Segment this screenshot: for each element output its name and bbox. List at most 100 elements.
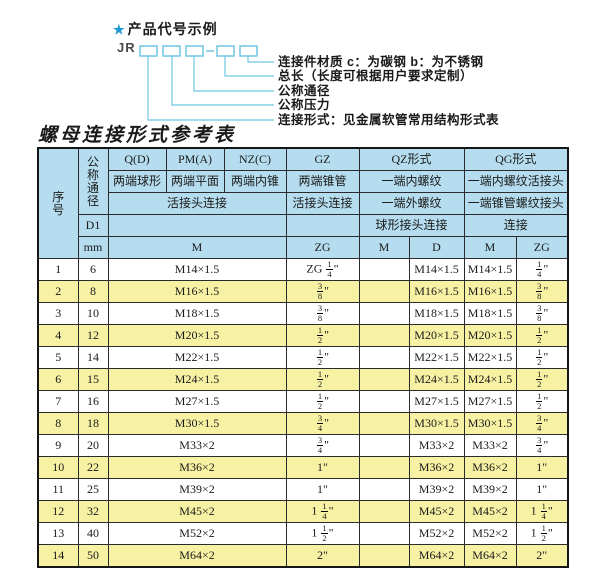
header-thread-m: M bbox=[107, 236, 287, 259]
cell-qz-m bbox=[358, 324, 410, 347]
product-code-prefix: JR bbox=[117, 40, 136, 55]
cell-qg-m: M52×2 bbox=[463, 522, 517, 545]
cell-seq-no: 10 bbox=[37, 456, 79, 479]
cell-seq-no: 13 bbox=[37, 522, 79, 545]
code-leader-lines bbox=[147, 56, 274, 121]
leader-line bbox=[193, 56, 274, 92]
cell-m-thread: M16×1.5 bbox=[107, 280, 287, 303]
diagram-title: ★ 产品代号示例 bbox=[113, 19, 218, 39]
table-row: 14 50 M64×2 2" M64×2 M64×2 2" bbox=[37, 544, 569, 568]
nut-connection-reference-table: 序 号 公 称 通 径 Q(D) PM(A) NZ(C) GZ QZ形式 QG形… bbox=[37, 147, 569, 568]
header-desc-gz: 两端锥管 bbox=[285, 170, 360, 193]
cell-m-thread: M39×2 bbox=[107, 478, 287, 501]
cell-qg-zg: 3 4 " bbox=[515, 434, 569, 457]
header-conn: 连接 bbox=[463, 214, 569, 237]
header-row-3: 活接头连接 活接头连接 一端外螺纹 一端锥管螺纹接头 bbox=[38, 192, 569, 215]
cell-seq-no: 5 bbox=[37, 346, 79, 369]
cell-qz-d: M18×1.5 bbox=[408, 302, 465, 325]
code-box bbox=[139, 45, 158, 57]
cell-gz: 1 2 " bbox=[285, 368, 360, 391]
code-boxes bbox=[139, 45, 258, 57]
code-box bbox=[216, 45, 235, 57]
cell-qg-m: M30×1.5 bbox=[463, 412, 517, 435]
leader-line bbox=[171, 56, 274, 106]
cell-gz: ZG 1 4 " bbox=[285, 258, 360, 281]
table-row: 8 18 M30×1.5 3 4 " M30×1.5 M30×1.5 3 4 " bbox=[37, 412, 569, 435]
table-row: 4 12 M20×1.5 1 2 " M20×1.5 M20×1.5 1 2 " bbox=[37, 324, 569, 347]
leader-line bbox=[224, 56, 274, 77]
table-title: 螺母连接形式参考表 bbox=[38, 125, 237, 146]
header-conn-union: 活接头连接 bbox=[107, 192, 287, 215]
header-conn-union-gz: 活接头连接 bbox=[285, 192, 360, 215]
cell-gz: 3 8 " bbox=[285, 302, 360, 325]
header-group-gz: GZ bbox=[285, 147, 360, 171]
cell-gz: 1" bbox=[285, 456, 360, 479]
cell-dn: 15 bbox=[77, 368, 109, 391]
cell-qg-m: M27×1.5 bbox=[463, 390, 517, 413]
product-code-diagram-lines bbox=[139, 45, 274, 121]
cell-qg-zg: 1 1 4 " bbox=[515, 500, 569, 523]
cell-qg-m: M22×1.5 bbox=[463, 346, 517, 369]
header-qz-d: D bbox=[408, 236, 465, 259]
header-qz-m: M bbox=[358, 236, 410, 259]
header-group-pma: PM(A) bbox=[165, 147, 225, 171]
table-body: 1 6 M14×1.5 ZG 1 4 " M14×1.5 M14×1.5 1 4 " 2 8 M16×1.… bbox=[37, 258, 569, 568]
header-row-4: D1 球形接头连接 连接 bbox=[38, 214, 569, 237]
header-qg-zg: ZG bbox=[515, 236, 569, 259]
cell-seq-no: 8 bbox=[37, 412, 79, 435]
cell-qz-m bbox=[358, 412, 410, 435]
header-d1: D1 bbox=[77, 214, 109, 237]
table-row: 11 25 M39×2 1" M39×2 M39×2 1" bbox=[37, 478, 569, 501]
cell-gz: 3 8 " bbox=[285, 280, 360, 303]
table-row: 12 32 M45×2 1 1 4 " M45×2 M45×2 1 1 4 " bbox=[37, 500, 569, 523]
cell-qz-m bbox=[358, 280, 410, 303]
cell-qz-m bbox=[358, 478, 410, 501]
cell-m-thread: M52×2 bbox=[107, 522, 287, 545]
code-label-pressure: 公称压力 bbox=[278, 98, 331, 112]
header-group-nzc: NZ(C) bbox=[223, 147, 287, 171]
cell-m-thread: M36×2 bbox=[107, 456, 287, 479]
cell-qg-zg: 1 4 " bbox=[515, 258, 569, 281]
cell-seq-no: 6 bbox=[37, 368, 79, 391]
cell-qz-m bbox=[358, 302, 410, 325]
cell-dn: 8 bbox=[77, 280, 109, 303]
header-blank-left bbox=[107, 214, 287, 237]
cell-dn: 50 bbox=[77, 544, 109, 568]
cell-dn: 40 bbox=[77, 522, 109, 545]
header-seq-no: 序 号 bbox=[37, 147, 79, 259]
header-row-1: 序 号 公 称 通 径 Q(D) PM(A) NZ(C) GZ QZ形式 QG形… bbox=[37, 147, 569, 259]
cell-m-thread: M45×2 bbox=[107, 500, 287, 523]
cell-qg-m: M14×1.5 bbox=[463, 258, 517, 281]
cell-gz: 1 2 " bbox=[285, 390, 360, 413]
cell-m-thread: M18×1.5 bbox=[107, 302, 287, 325]
cell-m-thread: M33×2 bbox=[107, 434, 287, 457]
cell-dn: 14 bbox=[77, 346, 109, 369]
header-row-2: 两端球形 两端平面 两端内锥 两端锥管 一端内螺纹 一端内螺纹活接头 bbox=[38, 170, 569, 193]
cell-qz-d: M52×2 bbox=[408, 522, 465, 545]
cell-qz-d: M14×1.5 bbox=[408, 258, 465, 281]
cell-qg-zg: 3 8 " bbox=[515, 280, 569, 303]
cell-qz-d: M64×2 bbox=[408, 544, 465, 568]
cell-qg-m: M16×1.5 bbox=[463, 280, 517, 303]
cell-gz: 1 1 2 " bbox=[285, 522, 360, 545]
table-row: 13 40 M52×2 1 1 2 " M52×2 M52×2 1 1 2 " bbox=[37, 522, 569, 545]
header-group-qz: QZ形式 bbox=[358, 147, 465, 171]
cell-qg-zg: 1 1 2 " bbox=[515, 522, 569, 545]
cell-seq-no: 4 bbox=[37, 324, 79, 347]
table-row: 1 6 M14×1.5 ZG 1 4 " M14×1.5 M14×1.5 1 4 " bbox=[37, 258, 569, 281]
code-box bbox=[185, 45, 204, 57]
cell-qg-m: M33×2 bbox=[463, 434, 517, 457]
cell-qz-m bbox=[358, 368, 410, 391]
header-ball-joint-conn: 球形接头连接 bbox=[358, 214, 465, 237]
cell-qg-m: M39×2 bbox=[463, 478, 517, 501]
cell-qz-m bbox=[358, 544, 410, 568]
